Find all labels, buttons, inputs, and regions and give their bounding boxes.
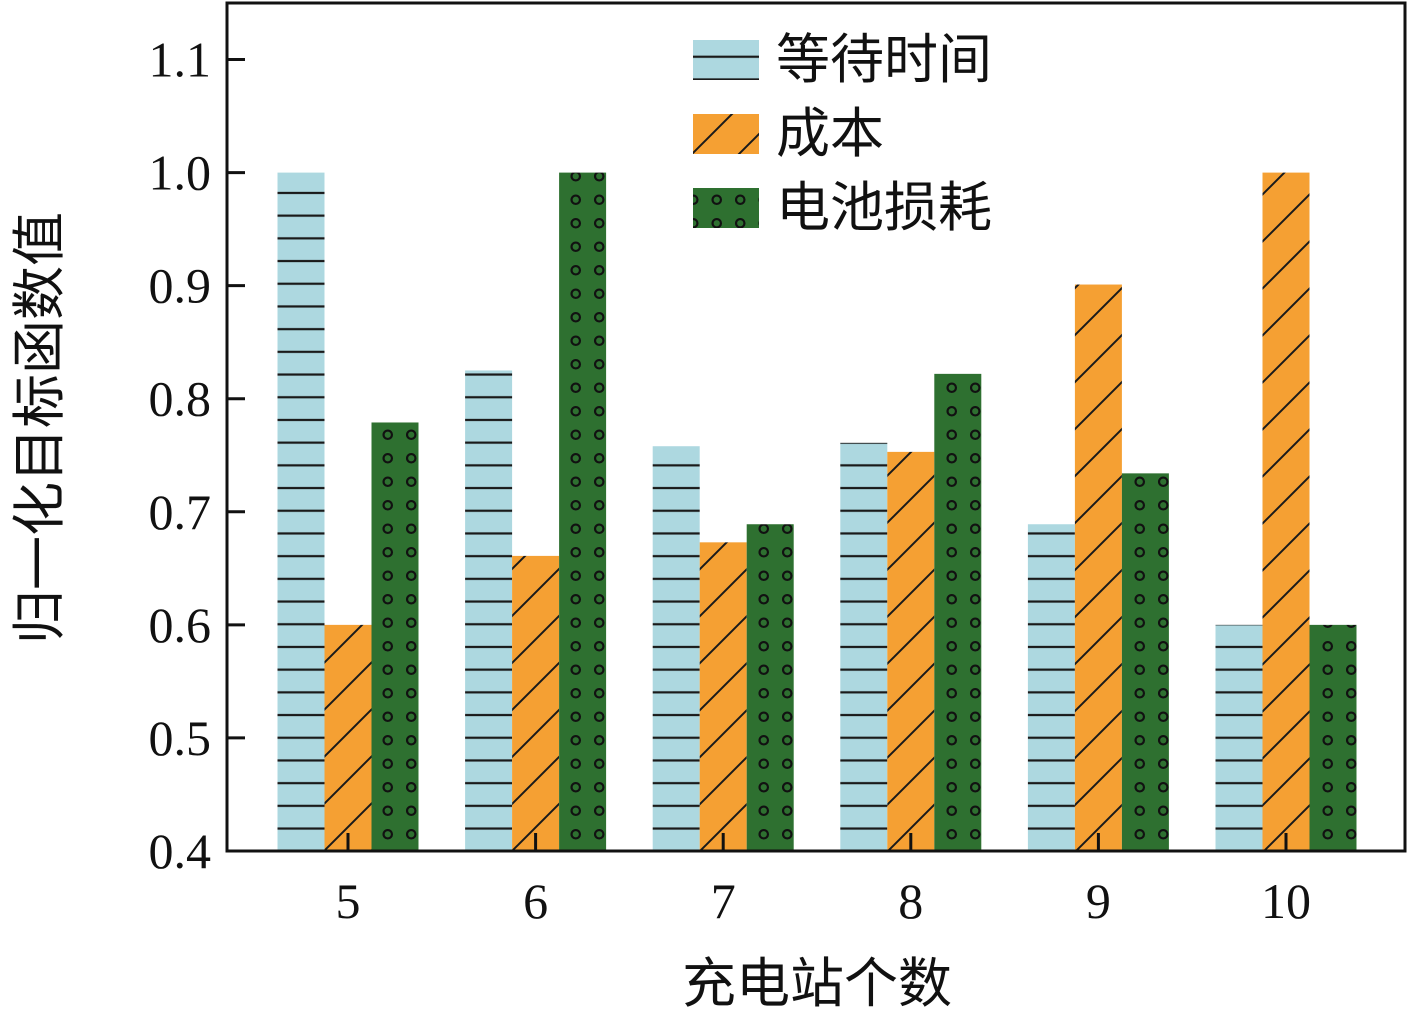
x-tick-label: 8 (898, 873, 923, 929)
y-tick-label: 1.0 (149, 145, 212, 201)
bar-9-series-1 (1074, 284, 1122, 851)
legend-label-0: 等待时间 (776, 30, 992, 90)
bar-8-series-1 (887, 451, 935, 851)
legend-label-1: 成本 (776, 104, 884, 164)
bars-layer (277, 172, 1357, 852)
bar-7-series-2 (746, 524, 794, 851)
axes-layer: 0.4 0.5 0.6 0.7 0.8 0.9 1.0 1.1 5 6 7 8 9 10 (149, 1, 1407, 929)
y-tick-label: 0.9 (149, 258, 212, 314)
x-tick-label: 5 (336, 873, 361, 929)
legend-swatch-2 (693, 188, 759, 228)
bar-10-series-2 (1309, 624, 1357, 851)
axis-labels: 充电站个数 归一化目标函数值 (10, 212, 952, 1009)
legend-swatch-1 (693, 114, 759, 154)
bar-10-series-0 (1215, 624, 1263, 851)
x-tick-label: 6 (523, 873, 548, 929)
y-tick-label: 0.4 (149, 823, 212, 879)
y-axis-label: 归一化目标函数值 (10, 212, 70, 644)
bar-5-series-0 (277, 172, 325, 852)
bar-9-series-0 (1027, 524, 1075, 851)
bar-5-series-1 (324, 624, 372, 851)
x-tick-label: 10 (1261, 873, 1311, 929)
x-tick-label: 9 (1086, 873, 1111, 929)
bar-8-series-0 (840, 442, 888, 851)
y-tick-label: 1.1 (149, 32, 212, 88)
y-tick-label: 0.7 (149, 484, 212, 540)
bar-5-series-2 (371, 422, 419, 851)
y-tick-label: 0.8 (149, 371, 212, 427)
bar-7-series-0 (652, 446, 700, 851)
bar-9-series-2 (1121, 473, 1169, 851)
bar-10-series-1 (1262, 172, 1310, 852)
legend-swatch-0 (693, 40, 759, 80)
bar-6-series-2 (559, 172, 607, 852)
x-tick-label: 7 (711, 873, 736, 929)
legend-label-2: 电池损耗 (776, 178, 992, 238)
y-tick-label: 0.6 (149, 597, 212, 653)
y-tick-label: 0.5 (149, 710, 212, 766)
bar-7-series-1 (699, 542, 747, 851)
plot-frame (225, 1, 1407, 853)
bar-6-series-1 (512, 555, 560, 851)
bar-6-series-0 (465, 370, 513, 851)
x-axis-label: 充电站个数 (682, 954, 952, 1009)
bar-8-series-2 (934, 373, 982, 851)
